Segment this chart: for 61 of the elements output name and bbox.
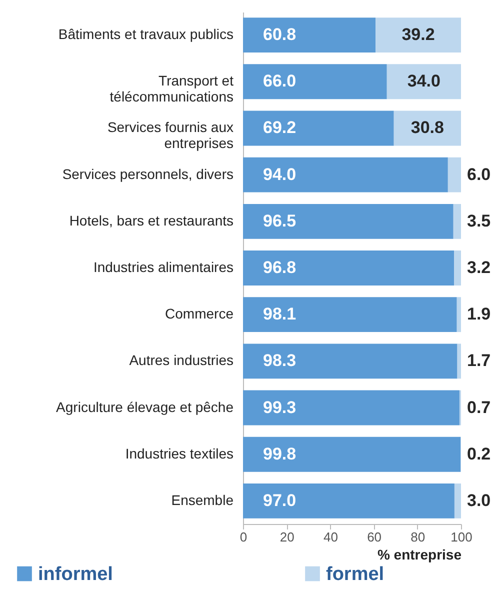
bar — [448, 157, 461, 192]
bar — [243, 250, 454, 286]
data-label: 98.3 — [263, 351, 296, 370]
y-tick-label: Services personnels, divers — [62, 166, 234, 182]
data-label: 1.9 — [467, 304, 491, 324]
x-tick-label: 20 — [280, 530, 294, 544]
data-label: 0.7 — [467, 398, 491, 417]
x-tick-label: 100 — [450, 530, 472, 544]
bar — [243, 18, 376, 53]
x-tick-label: 80 — [410, 530, 426, 544]
data-label: 60.8 — [263, 25, 296, 44]
x-tick-label: 40 — [323, 530, 338, 544]
bar — [243, 157, 448, 192]
data-label: 94.0 — [263, 164, 296, 184]
legend-label: formel — [326, 564, 384, 585]
bar — [457, 344, 461, 379]
bar — [453, 204, 461, 239]
bar — [243, 344, 458, 379]
y-tick-label: Autres industries — [129, 352, 234, 368]
data-label: 97.0 — [263, 490, 296, 510]
legend-label: informel — [38, 564, 113, 585]
data-label: 3.0 — [467, 490, 491, 510]
x-tick-label: 60 — [367, 530, 382, 544]
y-tick-label: Services fournis aux entreprises — [107, 119, 234, 152]
data-label: 98.1 — [263, 304, 296, 324]
bar — [243, 204, 454, 239]
bar — [386, 64, 461, 100]
y-tick-label: Agriculture élevage et pêche — [56, 398, 234, 415]
data-label: 96.5 — [263, 211, 296, 230]
y-tick-label: Industries alimentaires — [93, 259, 234, 275]
data-label: 96.8 — [263, 258, 296, 277]
data-label: 0.2 — [467, 444, 491, 464]
data-label: 69.2 — [263, 118, 296, 138]
data-label: 3.5 — [467, 211, 491, 230]
bar — [454, 483, 461, 518]
data-label: 6.0 — [467, 164, 491, 184]
y-tick-label: Transport et télécommunications — [110, 72, 234, 105]
y-tick-label: Ensemble — [171, 492, 234, 508]
x-axis-title: % entreprise — [377, 546, 462, 562]
y-tick-label: Hotels, bars et restaurants — [69, 212, 234, 228]
x-tick-label: 0 — [240, 530, 248, 544]
data-label: 39.2 — [402, 25, 435, 44]
bar — [243, 64, 387, 100]
data-label: 66.0 — [263, 72, 296, 91]
y-tick-label: Bâtiments et travaux publics — [58, 26, 234, 42]
bar — [243, 110, 394, 146]
bar — [243, 390, 460, 426]
bar — [243, 436, 461, 472]
bar — [243, 483, 454, 518]
y-tick-label: Commerce — [165, 306, 234, 322]
bar — [454, 250, 461, 286]
y-tick-label: Industries textiles — [125, 445, 234, 462]
data-label: 99.8 — [263, 444, 296, 464]
bar — [243, 297, 457, 332]
data-label: 1.7 — [467, 351, 491, 370]
data-label: 34.0 — [407, 72, 440, 91]
bar — [376, 18, 461, 53]
data-label: 3.2 — [467, 258, 491, 277]
data-label: 99.3 — [263, 398, 296, 417]
data-label: 30.8 — [410, 118, 444, 138]
bar — [456, 297, 461, 332]
